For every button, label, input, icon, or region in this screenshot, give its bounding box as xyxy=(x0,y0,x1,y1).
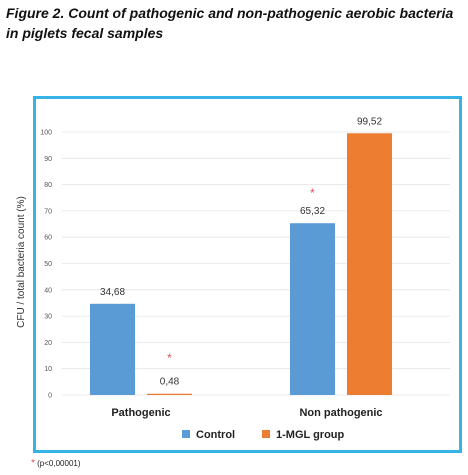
y-tick-label: 20 xyxy=(44,340,52,347)
category-label: Pathogenic xyxy=(111,407,170,419)
y-tick-label: 40 xyxy=(44,287,52,294)
y-tick-label: 100 xyxy=(40,130,52,137)
data-label: 99,52 xyxy=(357,116,382,127)
footnote-text: (p<0,00001) xyxy=(37,459,81,468)
bars xyxy=(90,133,392,396)
significance-star: * xyxy=(167,351,172,365)
y-axis-ticks: 0 10 20 30 40 50 60 70 80 90 100 xyxy=(40,130,52,400)
figure-caption: Figure 2. Count of pathogenic and non-pa… xyxy=(6,5,454,41)
data-label: 0,48 xyxy=(160,377,180,388)
bar-control-1 xyxy=(290,223,335,395)
y-tick-label: 0 xyxy=(48,393,52,400)
footnote-star: * xyxy=(31,458,35,469)
y-tick-label: 50 xyxy=(44,261,52,268)
y-tick-label: 30 xyxy=(44,314,52,321)
y-tick-label: 90 xyxy=(44,156,52,163)
category-label: Non pathogenic xyxy=(299,407,382,419)
bar-control-0 xyxy=(90,303,135,395)
data-label: 65,32 xyxy=(300,206,325,217)
footnote: * (p<0,00001) xyxy=(31,458,81,469)
data-label: 34,68 xyxy=(100,287,125,298)
y-tick-label: 70 xyxy=(44,208,52,215)
legend-label: 1-MGL group xyxy=(276,429,345,441)
legend-swatch xyxy=(182,430,190,438)
significance-star: * xyxy=(310,186,315,200)
bar-mgl-1 xyxy=(347,133,392,396)
legend: Control 1-MGL group xyxy=(182,429,345,441)
y-tick-label: 10 xyxy=(44,366,52,373)
category-labels: Pathogenic Non pathogenic xyxy=(111,407,382,419)
bar-mgl-0 xyxy=(147,393,192,395)
y-axis-label: CFU / total bacteria count (%) xyxy=(16,196,27,328)
y-tick-label: 60 xyxy=(44,235,52,242)
legend-label: Control xyxy=(196,429,235,441)
legend-swatch xyxy=(262,430,270,438)
y-tick-label: 80 xyxy=(44,182,52,189)
data-labels: 34,68 65,32 0,48 99,52 * * xyxy=(100,116,382,387)
